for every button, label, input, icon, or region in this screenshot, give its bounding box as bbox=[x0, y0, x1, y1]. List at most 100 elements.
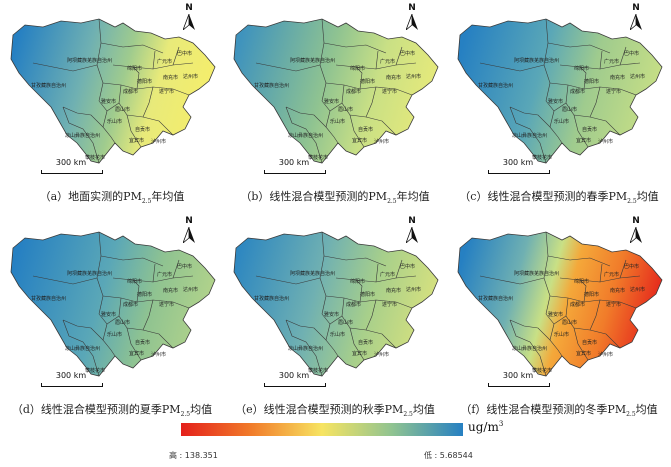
district-border bbox=[589, 86, 601, 118]
city-label: 德阳市 bbox=[360, 78, 375, 85]
city-label: 自贡市 bbox=[135, 339, 150, 346]
city-label: 巴中市 bbox=[177, 50, 192, 57]
scale-bar: 300 km bbox=[488, 371, 550, 389]
panel-caption: （d）线性混合模型预测的夏季PM2.5均值 bbox=[11, 403, 213, 419]
district-border bbox=[573, 327, 589, 361]
city-label: 雅安市 bbox=[101, 311, 116, 318]
city-label: 眉山市 bbox=[115, 106, 130, 113]
district-border bbox=[102, 82, 190, 96]
city-label: 广元市 bbox=[380, 58, 395, 65]
district-border bbox=[102, 110, 116, 144]
city-label: 达州市 bbox=[183, 286, 198, 293]
district-border bbox=[152, 50, 156, 70]
city-label: 绵阳市 bbox=[127, 278, 142, 285]
city-label: 广元市 bbox=[604, 58, 619, 65]
district-border bbox=[255, 275, 321, 285]
north-arrow-icon: N bbox=[181, 216, 197, 244]
district-border bbox=[172, 259, 180, 279]
district-border bbox=[565, 84, 621, 136]
city-label: 宜宾市 bbox=[352, 350, 367, 357]
district-border bbox=[579, 279, 587, 303]
city-label: 宜宾市 bbox=[129, 137, 144, 144]
city-label: 巴中市 bbox=[624, 50, 639, 57]
district-border bbox=[285, 106, 327, 128]
city-label: 德阳市 bbox=[584, 291, 599, 298]
district-border bbox=[355, 279, 363, 303]
city-label: 南充市 bbox=[386, 287, 401, 294]
city-label: 阿坝藏族羌族自治州 bbox=[290, 57, 335, 64]
city-label: 绵阳市 bbox=[127, 65, 142, 72]
scale-bar: 300 km bbox=[41, 158, 103, 176]
city-label: 攀枝花市 bbox=[532, 367, 552, 374]
city-label: 绵阳市 bbox=[350, 65, 365, 72]
district-border bbox=[509, 106, 547, 164]
north-arrow-icon: N bbox=[628, 3, 644, 31]
city-label: 甘孜藏族自治州 bbox=[31, 295, 66, 302]
city-label: 巴中市 bbox=[400, 263, 415, 270]
city-label: 乐山市 bbox=[330, 331, 345, 338]
district-border bbox=[285, 106, 323, 164]
panel-caption: （c）线性混合模型预测的春季PM2.5均值 bbox=[459, 190, 659, 206]
district-border bbox=[32, 275, 98, 285]
north-arrow-icon: N bbox=[181, 3, 197, 31]
city-label: 攀枝花市 bbox=[308, 154, 328, 161]
city-label: 广元市 bbox=[604, 271, 619, 278]
city-label: 甘孜藏族自治州 bbox=[478, 295, 513, 302]
district-border bbox=[547, 255, 611, 267]
city-label: 德阳市 bbox=[360, 291, 375, 298]
district-border bbox=[62, 319, 104, 341]
colorbar-legend bbox=[181, 423, 463, 436]
city-label: 凉山彝族自治州 bbox=[288, 132, 323, 139]
city-label: 遂宁市 bbox=[382, 301, 397, 308]
district-border bbox=[365, 86, 377, 118]
district-border bbox=[142, 299, 154, 331]
legend-high-label: 高 : 138.351 bbox=[169, 451, 218, 460]
district-border bbox=[479, 62, 545, 72]
district-border bbox=[365, 299, 377, 331]
district-border bbox=[255, 62, 321, 72]
city-label: 泸州市 bbox=[374, 138, 389, 145]
city-label: 绵阳市 bbox=[574, 65, 589, 72]
district-border bbox=[599, 50, 603, 70]
city-label: 南充市 bbox=[163, 287, 178, 294]
district-border bbox=[102, 295, 190, 309]
city-label: 乐山市 bbox=[554, 331, 569, 338]
district-border bbox=[126, 114, 142, 148]
city-label: 遂宁市 bbox=[382, 88, 397, 95]
city-label: 甘孜藏族自治州 bbox=[254, 295, 289, 302]
city-label: 泸州市 bbox=[151, 351, 166, 358]
district-border bbox=[599, 263, 603, 283]
city-label: 甘孜藏族自治州 bbox=[254, 82, 289, 89]
city-label: 宜宾市 bbox=[352, 137, 367, 144]
city-label: 成都市 bbox=[570, 301, 585, 308]
city-label: 达州市 bbox=[183, 73, 198, 80]
district-border bbox=[619, 46, 627, 66]
district-border bbox=[509, 106, 551, 128]
district-border bbox=[341, 297, 397, 349]
city-label: 遂宁市 bbox=[606, 301, 621, 308]
district-border bbox=[323, 42, 387, 54]
city-label: 成都市 bbox=[346, 301, 361, 308]
city-label: 成都市 bbox=[346, 88, 361, 95]
scale-bar: 300 km bbox=[264, 158, 326, 176]
district-border bbox=[172, 46, 180, 66]
district-border bbox=[589, 299, 601, 331]
city-label: 遂宁市 bbox=[159, 301, 174, 308]
map-panel: 阿坝藏族羌族自治州 甘孜藏族自治州 凉山彝族自治州 攀枝花市 成都市 绵阳市 广元市 巴中市南… bbox=[3, 216, 221, 416]
city-label: 泸州市 bbox=[374, 351, 389, 358]
district-border bbox=[285, 319, 327, 341]
city-label: 南充市 bbox=[610, 287, 625, 294]
province-outline bbox=[10, 18, 216, 164]
district-border bbox=[132, 279, 140, 303]
map-panel: 阿坝藏族羌族自治州 甘孜藏族自治州 凉山彝族自治州 攀枝花市 成都市 绵阳市 广元市 巴中市南… bbox=[450, 3, 668, 203]
city-label: 达州市 bbox=[630, 286, 645, 293]
district-border bbox=[62, 319, 100, 377]
city-label: 攀枝花市 bbox=[532, 154, 552, 161]
district-border bbox=[341, 84, 397, 136]
district-border bbox=[118, 297, 174, 349]
city-label: 阿坝藏族羌族自治州 bbox=[67, 270, 112, 277]
city-label: 攀枝花市 bbox=[85, 154, 105, 161]
city-label: 泸州市 bbox=[151, 138, 166, 145]
